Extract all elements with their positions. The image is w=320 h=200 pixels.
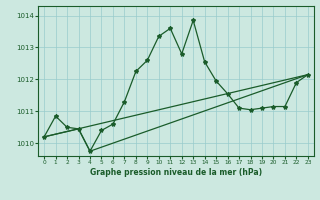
X-axis label: Graphe pression niveau de la mer (hPa): Graphe pression niveau de la mer (hPa) (90, 168, 262, 177)
